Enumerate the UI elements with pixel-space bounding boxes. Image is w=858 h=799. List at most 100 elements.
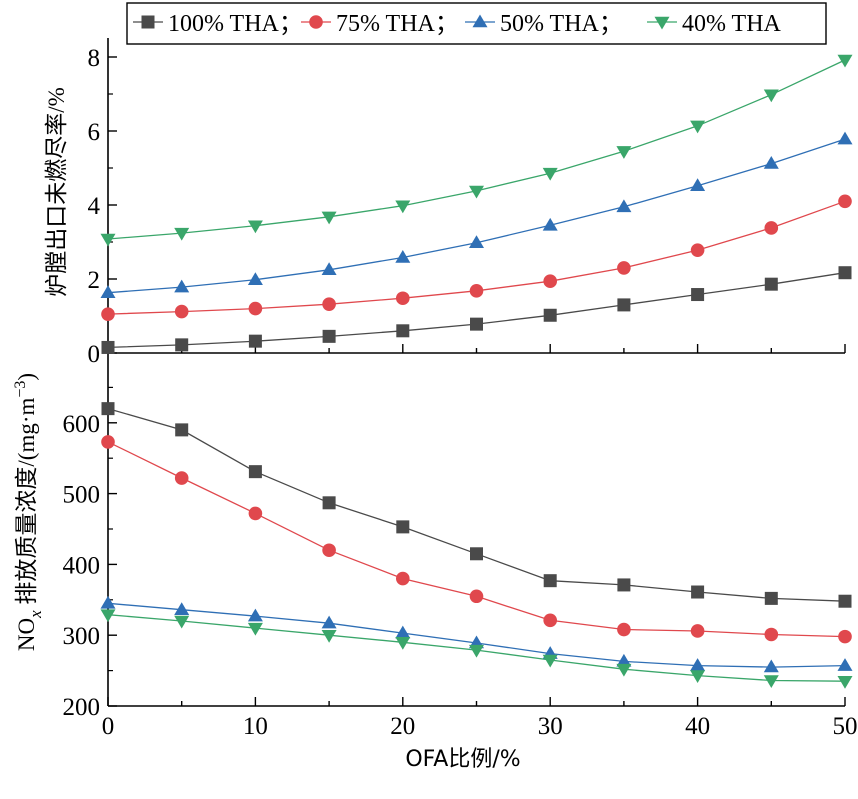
top-series-0 <box>101 266 852 354</box>
bottom-data-point <box>616 653 632 667</box>
x-tick-label: 10 <box>243 713 268 740</box>
x-axis-label: OFA比例/% <box>405 747 520 772</box>
series <box>100 54 853 689</box>
top-data-point <box>175 338 189 352</box>
top-y-tick-label: 2 <box>88 267 101 294</box>
top-data-point <box>837 131 853 145</box>
bottom-data-point <box>763 659 779 673</box>
bottom-data-point <box>100 595 116 609</box>
bottom-data-point <box>543 574 557 588</box>
bottom-series-0 <box>101 402 852 608</box>
bottom-data-point <box>469 644 484 658</box>
top-data-point <box>174 279 190 293</box>
top-data-point <box>321 262 337 275</box>
bottom-y-tick-label: 200 <box>63 694 101 721</box>
top-data-point <box>248 334 262 348</box>
top-data-point <box>101 307 115 321</box>
top-data-point <box>616 146 632 159</box>
axes: 0 2 4 6 8 200 300 400 500 600 0 10 20 30 40 50 <box>63 38 858 740</box>
y-label-part: −3 <box>12 381 29 398</box>
bottom-data-point <box>543 613 557 628</box>
top-data-point <box>321 211 337 225</box>
bottom-data-point <box>101 435 115 449</box>
bottom-data-point <box>690 658 706 671</box>
top-y-tick-label: 0 <box>88 341 101 368</box>
legend-marker <box>141 15 155 29</box>
bottom-data-point <box>837 675 853 689</box>
x-tick-label: 50 <box>833 713 858 740</box>
top-data-point <box>247 220 263 234</box>
top-data-point <box>543 274 557 289</box>
axis-labels: OFA比例/% 炉膛出口未燃尽率/% NOx 排放质量浓度/(mg·m−3) <box>12 87 521 772</box>
top-data-point <box>542 217 558 231</box>
top-series-3 <box>100 54 853 247</box>
bottom-data-point <box>395 625 411 639</box>
top-data-point <box>469 185 484 199</box>
x-tick-label: 20 <box>390 713 415 740</box>
x-tick-label: 0 <box>102 713 115 740</box>
bottom-y-axis-label: NOx 排放质量浓度/(mg·m−3) <box>12 373 45 651</box>
bottom-data-point <box>247 622 263 636</box>
bottom-data-point <box>838 629 852 644</box>
x-tick-label: 30 <box>538 713 563 740</box>
bottom-data-point <box>690 624 705 638</box>
legend-entry-3: 40% THA <box>647 11 782 37</box>
bottom-data-point <box>469 589 484 604</box>
top-data-point <box>691 288 705 302</box>
top-data-point <box>542 167 558 181</box>
bottom-data-point <box>764 627 779 642</box>
bottom-y-tick-label: 500 <box>63 482 101 509</box>
top-data-point <box>690 120 706 134</box>
y-label-part: 排放质量浓度/(mg·m <box>14 397 39 610</box>
bottom-data-point <box>321 629 337 643</box>
bottom-series-line <box>107 407 846 602</box>
top-y-axis-label: 炉膛出口未燃尽率/% <box>44 87 69 297</box>
bottom-series-1 <box>101 435 852 644</box>
top-data-point <box>469 284 484 298</box>
top-data-point <box>174 227 190 241</box>
top-data-point <box>469 235 484 248</box>
bottom-data-point <box>691 585 705 599</box>
bottom-data-point <box>175 423 189 437</box>
legend-marker <box>654 16 670 30</box>
bottom-data-point <box>174 602 190 615</box>
legend-label: 75% THA； <box>336 11 459 37</box>
legend-marker <box>472 14 488 28</box>
bottom-data-point <box>542 654 558 668</box>
top-data-point <box>763 156 779 169</box>
top-data-point <box>322 329 336 343</box>
bottom-data-point <box>322 496 336 510</box>
bottom-y-tick-label: 600 <box>63 411 101 438</box>
top-data-point <box>838 266 852 280</box>
top-data-point <box>322 297 336 311</box>
bottom-y-tick-label: 300 <box>63 623 101 650</box>
top-data-point <box>101 340 115 354</box>
top-series-1 <box>101 194 852 321</box>
bottom-data-point <box>763 675 779 689</box>
top-data-point <box>837 54 853 68</box>
top-data-point <box>247 272 263 285</box>
bottom-data-point <box>764 591 778 605</box>
bottom-data-point <box>174 615 190 629</box>
top-data-point <box>248 301 263 316</box>
top-data-point <box>616 199 632 213</box>
top-data-point <box>764 221 779 235</box>
y-label-part: NO <box>14 618 39 651</box>
top-data-point <box>395 250 411 263</box>
x-tick-label: 40 <box>685 713 710 740</box>
top-data-point <box>617 261 631 275</box>
top-data-point <box>100 233 116 247</box>
bottom-data-point <box>837 658 853 671</box>
bottom-data-point <box>396 571 410 586</box>
legend: 100% THA； 75% THA； 50% THA； 40% THA <box>126 2 827 45</box>
legend-entry-1: 75% THA； <box>301 11 459 37</box>
bottom-series-3 <box>100 609 853 689</box>
legend-entry-2: 50% THA； <box>465 11 623 37</box>
top-y-tick-label: 6 <box>88 119 101 146</box>
top-data-point <box>617 298 631 312</box>
bottom-y-tick-label: 400 <box>63 552 101 579</box>
top-data-point <box>395 200 411 214</box>
legend-group: 100% THA； 75% THA； 50% THA； 40% THA <box>126 2 827 45</box>
legend-label: 40% THA <box>682 11 782 37</box>
bottom-data-point <box>838 594 852 608</box>
